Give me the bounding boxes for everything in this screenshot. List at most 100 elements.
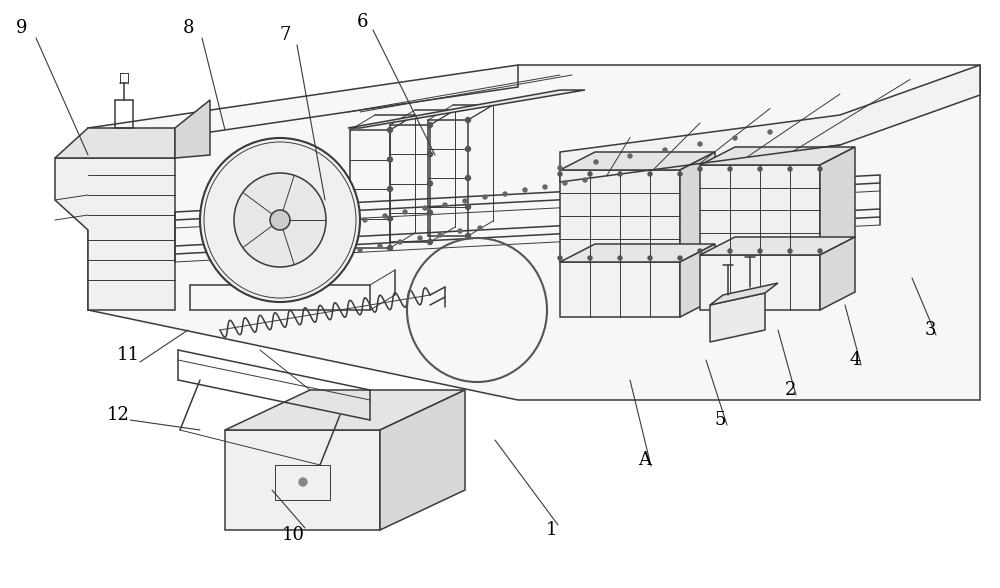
Circle shape (428, 211, 432, 215)
Text: 10: 10 (282, 526, 304, 544)
Polygon shape (700, 237, 855, 255)
Circle shape (483, 195, 487, 199)
Polygon shape (55, 128, 175, 158)
Circle shape (758, 167, 762, 171)
Polygon shape (700, 255, 820, 310)
Circle shape (423, 206, 427, 210)
Text: 3: 3 (924, 321, 936, 339)
Text: 1: 1 (546, 521, 558, 539)
Circle shape (698, 142, 702, 146)
Polygon shape (710, 293, 765, 342)
Text: 8: 8 (182, 19, 194, 37)
Circle shape (558, 256, 562, 260)
Circle shape (818, 249, 822, 253)
Polygon shape (175, 100, 210, 158)
Circle shape (466, 118, 471, 122)
Circle shape (728, 249, 732, 253)
Text: 2: 2 (784, 381, 796, 399)
Circle shape (438, 233, 442, 237)
Text: 7: 7 (279, 26, 291, 44)
Circle shape (543, 185, 547, 189)
Polygon shape (680, 244, 715, 317)
Circle shape (403, 210, 407, 214)
Circle shape (768, 130, 772, 134)
Circle shape (383, 214, 387, 218)
Circle shape (648, 172, 652, 176)
Circle shape (618, 172, 622, 176)
Polygon shape (560, 152, 715, 170)
Circle shape (388, 128, 392, 132)
Polygon shape (560, 262, 680, 317)
Polygon shape (560, 244, 715, 262)
Circle shape (418, 236, 422, 240)
Circle shape (698, 249, 702, 253)
Ellipse shape (200, 138, 360, 302)
Circle shape (563, 181, 567, 185)
Circle shape (698, 167, 702, 171)
Text: 9: 9 (16, 19, 28, 37)
Polygon shape (55, 158, 175, 310)
Circle shape (378, 244, 382, 248)
Polygon shape (820, 147, 855, 255)
Circle shape (558, 172, 562, 176)
Circle shape (358, 248, 362, 252)
Text: 4: 4 (849, 351, 861, 369)
Ellipse shape (270, 210, 290, 230)
Circle shape (466, 205, 471, 209)
Polygon shape (225, 430, 380, 530)
Circle shape (788, 249, 792, 253)
Text: 11: 11 (116, 346, 140, 364)
Circle shape (466, 175, 471, 181)
Text: A: A (639, 451, 652, 469)
Circle shape (588, 172, 592, 176)
Polygon shape (380, 390, 465, 530)
Circle shape (788, 167, 792, 171)
Circle shape (583, 178, 587, 182)
Circle shape (678, 256, 682, 260)
Ellipse shape (234, 173, 326, 267)
Circle shape (588, 256, 592, 260)
Polygon shape (88, 65, 980, 400)
Circle shape (428, 122, 432, 128)
Circle shape (299, 478, 307, 486)
Polygon shape (700, 147, 855, 165)
Circle shape (428, 239, 432, 245)
Circle shape (558, 166, 562, 170)
Circle shape (818, 167, 822, 171)
Circle shape (458, 229, 462, 233)
Polygon shape (560, 65, 980, 182)
Polygon shape (710, 283, 778, 305)
Polygon shape (560, 170, 680, 262)
Circle shape (678, 172, 682, 176)
Circle shape (758, 249, 762, 253)
Circle shape (466, 233, 471, 239)
Circle shape (648, 256, 652, 260)
Circle shape (428, 152, 432, 157)
Polygon shape (700, 165, 820, 255)
Circle shape (663, 148, 667, 152)
Circle shape (463, 199, 467, 203)
Circle shape (628, 154, 632, 158)
Circle shape (388, 216, 392, 221)
Text: 5: 5 (714, 411, 726, 429)
Circle shape (466, 146, 471, 152)
Circle shape (388, 157, 392, 162)
Polygon shape (348, 90, 585, 128)
Circle shape (443, 203, 447, 207)
Circle shape (523, 188, 527, 192)
Circle shape (594, 160, 598, 164)
Circle shape (733, 136, 737, 140)
Polygon shape (225, 390, 465, 430)
Circle shape (363, 218, 367, 222)
Circle shape (478, 226, 482, 230)
Polygon shape (820, 237, 855, 310)
Circle shape (398, 240, 402, 244)
Circle shape (728, 167, 732, 171)
Circle shape (388, 186, 392, 192)
Text: 12: 12 (107, 406, 129, 424)
Circle shape (388, 246, 392, 250)
Circle shape (428, 181, 432, 186)
Circle shape (503, 192, 507, 196)
Circle shape (618, 256, 622, 260)
Text: 6: 6 (356, 13, 368, 31)
